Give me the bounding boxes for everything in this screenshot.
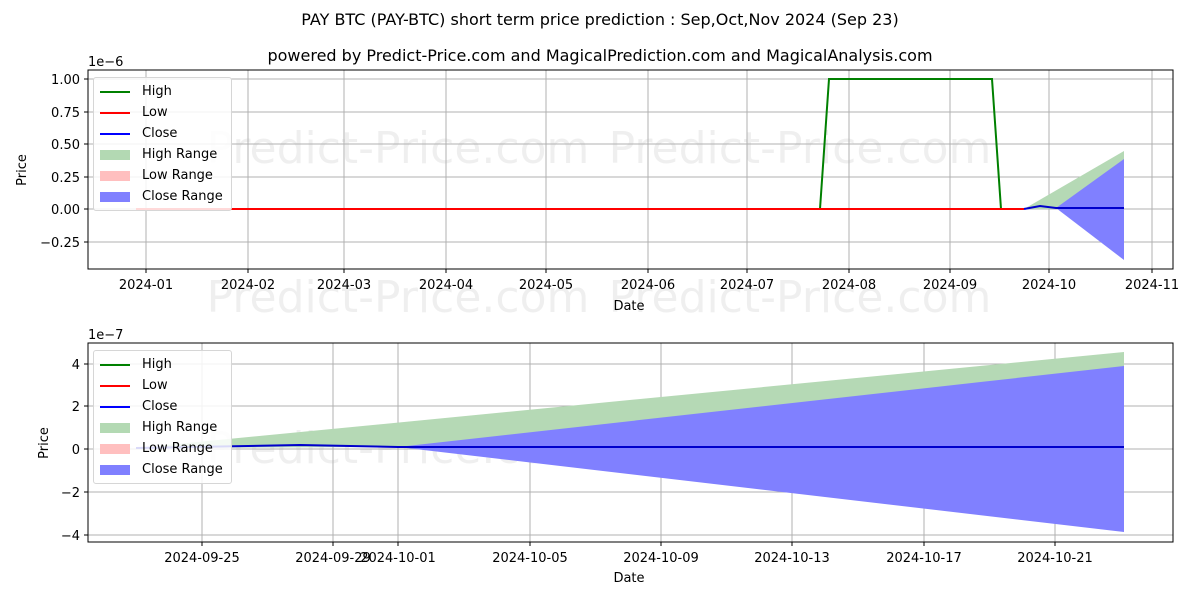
watermark: Predict-Price.com	[207, 272, 590, 323]
y-tick-label: −2	[61, 486, 80, 501]
top-axes-frame	[87, 69, 1174, 270]
y-tick-label: −0.25	[40, 236, 80, 251]
x-axis-label: Date	[613, 299, 644, 314]
top-plot: Predict-Price.com Predict-Price.com Pred…	[15, 55, 1179, 323]
line-swatch-icon	[100, 132, 130, 135]
legend-item-close-range: Close Range	[100, 459, 223, 480]
watermark: Predict-Price.com	[609, 123, 992, 174]
bottom-close-range-area	[398, 366, 1124, 532]
chart-title: PAY BTC (PAY-BTC) short term price predi…	[301, 10, 899, 29]
legend-item-high: High	[100, 81, 223, 102]
legend-item-close-range: Close Range	[100, 186, 223, 207]
area-swatch-icon	[100, 170, 130, 181]
y-axis-label: Price	[15, 154, 30, 186]
line-swatch-icon	[100, 90, 130, 93]
x-tick-label: 2024-10-09	[623, 551, 699, 566]
line-swatch-icon	[100, 405, 130, 408]
area-swatch-icon	[100, 464, 130, 475]
x-tick-label: 2024-09-29	[295, 551, 371, 566]
x-tick-label: 2024-10-01	[360, 551, 436, 566]
chart-subtitle: powered by Predict-Price.com and Magical…	[267, 46, 933, 65]
legend-item-high-range: High Range	[100, 144, 223, 165]
x-tick-label: 2024-10-05	[492, 551, 568, 566]
line-swatch-icon	[100, 111, 130, 114]
x-tick-label: 2024-03	[317, 278, 371, 293]
x-tick-label: 2024-09-25	[164, 551, 240, 566]
y-tick-label: 4	[72, 358, 80, 373]
x-tick-label: 2024-04	[419, 278, 473, 293]
bottom-axes-frame	[87, 342, 1174, 543]
y-scale-label: 1e−7	[88, 328, 123, 343]
x-tick-label: 2024-09	[923, 278, 977, 293]
y-tick-label: 0	[72, 443, 80, 458]
x-tick-label: 2024-10-21	[1017, 551, 1093, 566]
x-axis-label: Date	[613, 571, 644, 586]
legend-item-close: Close	[100, 123, 223, 144]
y-scale-label: 1e−6	[88, 55, 123, 70]
y-tick-label: 1.00	[51, 73, 80, 88]
area-swatch-icon	[100, 443, 130, 454]
area-swatch-icon	[100, 191, 130, 202]
legend-item-high-range: High Range	[100, 417, 223, 438]
y-tick-label: 0.00	[51, 203, 80, 218]
x-tick-label: 2024-10-13	[754, 551, 830, 566]
legend-item-low-range: Low Range	[100, 165, 223, 186]
y-tick-label: 0.50	[51, 138, 80, 153]
area-swatch-icon	[100, 422, 130, 433]
x-tick-label: 2024-01	[119, 278, 173, 293]
x-tick-label: 2024-02	[221, 278, 275, 293]
y-tick-label: 2	[72, 400, 80, 415]
top-close-line	[1023, 204, 1124, 210]
y-tick-label: −4	[61, 529, 80, 544]
y-tick-label: 0.25	[51, 171, 80, 186]
legend-item-low: Low	[100, 102, 223, 123]
top-legend: High Low Close High Range Low Range Clos…	[93, 77, 232, 211]
line-swatch-icon	[100, 384, 130, 387]
x-tick-label: 2024-08	[822, 278, 876, 293]
legend-item-close: Close	[100, 396, 223, 417]
legend-item-high: High	[100, 354, 223, 375]
bottom-plot: Predict-Price.com Predict-Price.com 4 2 …	[37, 328, 1174, 586]
y-axis-label: Price	[37, 427, 52, 459]
y-tick-label: 0.75	[51, 106, 80, 121]
top-close-range-area	[1056, 159, 1124, 260]
line-swatch-icon	[100, 363, 130, 366]
x-tick-label: 2024-11	[1125, 278, 1179, 293]
x-tick-label: 2024-10	[1022, 278, 1076, 293]
x-tick-label: 2024-07	[720, 278, 774, 293]
area-swatch-icon	[100, 149, 130, 160]
x-tick-label: 2024-06	[621, 278, 675, 293]
legend-item-low-range: Low Range	[100, 438, 223, 459]
x-tick-label: 2024-10-17	[886, 551, 962, 566]
watermark: Predict-Price.com	[207, 123, 590, 174]
legend-item-low: Low	[100, 375, 223, 396]
bottom-legend: High Low Close High Range Low Range Clos…	[93, 350, 232, 484]
watermark: Predict-Price.com	[609, 272, 992, 323]
x-tick-label: 2024-05	[519, 278, 573, 293]
